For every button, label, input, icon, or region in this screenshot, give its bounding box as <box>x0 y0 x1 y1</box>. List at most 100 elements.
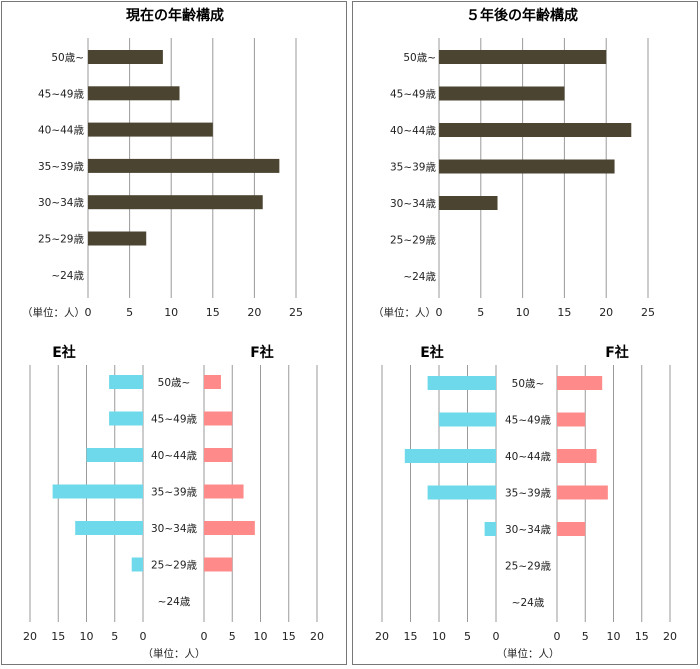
x-tick-label: 0 <box>140 630 147 643</box>
x-tick-label: 15 <box>557 306 571 319</box>
category-label: 50歳~ <box>403 52 436 64</box>
category-label: ~24歳 <box>403 271 436 283</box>
x-tick-label: 20 <box>247 306 261 319</box>
category-label: 50歳~ <box>512 378 545 390</box>
chart-title: ５年後の年齢構成 <box>466 7 578 24</box>
x-tick-label: 10 <box>164 306 178 319</box>
bar-f <box>557 485 608 500</box>
category-label: 30~34歳 <box>151 523 198 535</box>
x-tick-label: 20 <box>310 630 324 643</box>
bar-e <box>427 485 496 500</box>
bar-f <box>557 522 586 536</box>
category-label: 30~34歳 <box>505 524 552 536</box>
bar-e <box>52 484 143 499</box>
bar <box>88 122 213 137</box>
category-label: 25~29歳 <box>38 234 85 246</box>
bar <box>88 50 163 64</box>
bar-f <box>557 412 586 427</box>
series-title-f: F社 <box>605 344 629 361</box>
right-panel <box>352 1 698 665</box>
x-tick-label: 0 <box>493 630 500 643</box>
x-tick-label: 0 <box>85 306 92 319</box>
unit-label: （単位：人） <box>497 647 560 660</box>
bar-e <box>131 557 143 572</box>
category-label: 30~34歳 <box>390 198 437 210</box>
bar-f <box>204 521 255 535</box>
category-label: ~24歳 <box>512 597 545 609</box>
unit-label: （単位：人） <box>22 306 85 319</box>
x-tick-label: 10 <box>254 630 268 643</box>
bar <box>439 159 615 174</box>
bar-f <box>557 449 597 463</box>
x-tick-label: 10 <box>432 630 446 643</box>
category-label: ~24歳 <box>158 596 191 608</box>
x-tick-label: 5 <box>229 630 236 643</box>
x-tick-label: 15 <box>635 630 649 643</box>
x-tick-label: 10 <box>516 306 530 319</box>
chart-title: 現在の年齢構成 <box>126 7 224 24</box>
x-tick-label: 15 <box>282 630 296 643</box>
category-label: 35~39歳 <box>390 162 437 174</box>
x-tick-label: 20 <box>663 630 677 643</box>
bar <box>439 50 607 64</box>
x-tick-label: 5 <box>111 630 118 643</box>
category-label: 45~49歳 <box>38 88 85 100</box>
bar-e <box>109 411 143 426</box>
bar-f <box>204 557 233 572</box>
x-tick-label: 25 <box>289 306 303 319</box>
x-tick-label: 10 <box>607 630 621 643</box>
bar-f <box>204 375 221 389</box>
bar <box>88 86 180 101</box>
bar-e <box>75 521 143 535</box>
category-label: 30~34歳 <box>38 197 85 209</box>
bar-f <box>557 376 603 390</box>
category-label: 40~44歳 <box>505 451 552 463</box>
series-title-e: E社 <box>52 344 76 361</box>
x-tick-label: 15 <box>51 630 65 643</box>
category-label: 40~44歳 <box>390 125 437 137</box>
bar <box>88 195 263 210</box>
bar-e <box>404 449 496 463</box>
bar-f <box>204 448 233 462</box>
x-tick-label: 5 <box>126 306 133 319</box>
bar-e <box>439 412 496 427</box>
x-tick-label: 5 <box>582 630 589 643</box>
category-label: ~24歳 <box>51 270 84 282</box>
category-label: 50歳~ <box>51 52 84 64</box>
category-label: 45~49歳 <box>505 415 552 427</box>
series-title-e: E社 <box>420 344 444 361</box>
bar <box>88 231 147 246</box>
bar-e <box>109 375 143 389</box>
category-label: 40~44歳 <box>38 125 85 137</box>
x-tick-label: 0 <box>436 306 443 319</box>
category-label: 25~29歳 <box>151 560 198 572</box>
category-label: 45~49歳 <box>390 89 437 101</box>
category-label: 45~49歳 <box>151 414 198 426</box>
x-tick-label: 15 <box>404 630 418 643</box>
unit-label: （単位：人） <box>143 647 206 660</box>
x-tick-label: 20 <box>23 630 37 643</box>
x-tick-label: 15 <box>206 306 220 319</box>
bar-f <box>204 411 233 426</box>
x-tick-label: 5 <box>477 306 484 319</box>
category-label: 35~39歳 <box>505 488 552 500</box>
category-label: 25~29歳 <box>390 235 437 247</box>
unit-label: （単位：人） <box>373 306 436 319</box>
x-tick-label: 20 <box>375 630 389 643</box>
x-tick-label: 25 <box>641 306 655 319</box>
series-title-f: F社 <box>250 344 274 361</box>
x-tick-label: 5 <box>464 630 471 643</box>
bar <box>439 123 632 137</box>
category-label: 40~44歳 <box>151 450 198 462</box>
bar <box>439 196 498 210</box>
x-tick-label: 10 <box>80 630 94 643</box>
category-label: 35~39歳 <box>151 487 198 499</box>
x-tick-label: 20 <box>599 306 613 319</box>
bar-e <box>484 522 496 536</box>
bar-f <box>204 484 244 499</box>
x-tick-label: 0 <box>201 630 208 643</box>
category-label: 25~29歳 <box>505 561 552 573</box>
bar <box>439 86 565 101</box>
category-label: 50歳~ <box>158 377 191 389</box>
category-label: 35~39歳 <box>38 161 85 173</box>
